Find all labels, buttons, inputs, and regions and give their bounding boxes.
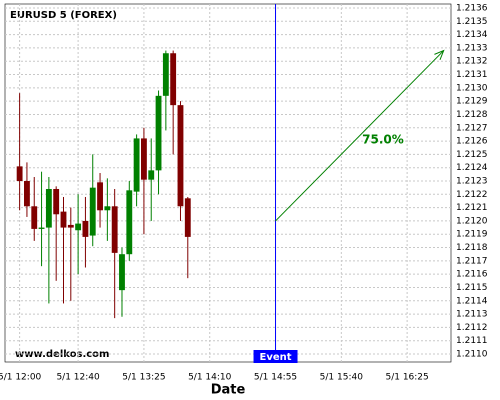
event-label-box xyxy=(253,350,298,363)
y-tick-label: 1.2127 xyxy=(456,123,488,133)
candle-body xyxy=(45,188,52,228)
candle-body xyxy=(162,53,169,96)
candle-body xyxy=(53,188,60,215)
x-tick-label: 5/1 16:25 xyxy=(385,373,428,383)
y-tick-label: 1.2134 xyxy=(456,30,488,40)
plot-area xyxy=(4,3,452,363)
x-tick-label: 5/1 13:25 xyxy=(122,373,165,383)
arrow-head xyxy=(434,49,445,61)
candle-body xyxy=(119,254,125,291)
event-label: Event xyxy=(260,352,292,363)
y-tick-label: 1.2131 xyxy=(456,70,488,80)
y-tick-label: 1.2119 xyxy=(456,230,488,240)
y-tick-label: 1.2124 xyxy=(456,163,488,173)
x-tick-label: 5/1 15:40 xyxy=(320,373,364,383)
candle-body xyxy=(16,166,23,182)
y-tick-label: 1.2115 xyxy=(456,283,488,293)
y-tick-label: 1.2129 xyxy=(456,97,488,107)
y-tick-label: 1.2113 xyxy=(456,310,488,320)
candle-body xyxy=(111,206,118,253)
y-tick-label: 1.2128 xyxy=(456,110,488,120)
y-tick-label: 1.2132 xyxy=(456,57,488,67)
candle-body xyxy=(104,206,111,211)
y-tick-label: 1.2125 xyxy=(456,150,488,160)
x-tick-label: 5/1 12:00 xyxy=(0,373,42,383)
candle-body xyxy=(38,227,45,229)
candle-body xyxy=(184,198,191,237)
candle-body xyxy=(140,138,147,180)
y-tick-label: 1.2135 xyxy=(456,17,488,27)
y-tick-label: 1.2130 xyxy=(456,83,488,93)
y-tick-label: 1.2118 xyxy=(456,243,488,253)
prediction-label: 75.0% xyxy=(362,133,404,147)
candle-body xyxy=(31,206,38,229)
y-tick-label: 1.2117 xyxy=(456,256,488,266)
candle-body xyxy=(75,223,82,231)
y-tick-label: 1.2133 xyxy=(456,43,488,53)
y-tick-label: 1.2126 xyxy=(456,137,488,147)
y-tick-label: 1.2110 xyxy=(456,350,488,360)
candle-body xyxy=(60,211,67,228)
y-tick-label: 1.2116 xyxy=(456,270,488,280)
y-tick-label: 1.2114 xyxy=(456,296,488,306)
candle-body xyxy=(67,224,74,228)
candle-body xyxy=(148,170,155,180)
candle-body xyxy=(89,187,96,236)
candle-body xyxy=(126,190,133,255)
chart-title: EURUSD 5 (FOREX) xyxy=(10,10,117,21)
y-tick-label: 1.2122 xyxy=(456,190,488,200)
y-tick-label: 1.2112 xyxy=(456,323,488,333)
y-tick-label: 1.2120 xyxy=(456,216,488,226)
x-axis-title: Date xyxy=(211,383,246,398)
y-tick-label: 1.2121 xyxy=(456,203,488,213)
candle-body xyxy=(133,138,140,192)
candle-body xyxy=(82,220,89,237)
x-tick-label: 5/1 14:10 xyxy=(188,373,232,383)
candle-body xyxy=(24,181,30,207)
candle-body xyxy=(177,105,184,207)
candle-body xyxy=(155,95,162,171)
x-tick-label: 5/1 14:55 xyxy=(254,373,297,383)
y-tick-label: 1.2136 xyxy=(456,3,488,13)
candle-body xyxy=(97,182,103,211)
y-tick-label: 1.2123 xyxy=(456,177,488,187)
y-tick-label: 1.2111 xyxy=(456,336,488,346)
candle-body xyxy=(170,53,177,106)
prediction-arrow xyxy=(275,50,445,222)
x-tick-label: 5/1 12:40 xyxy=(56,373,100,383)
